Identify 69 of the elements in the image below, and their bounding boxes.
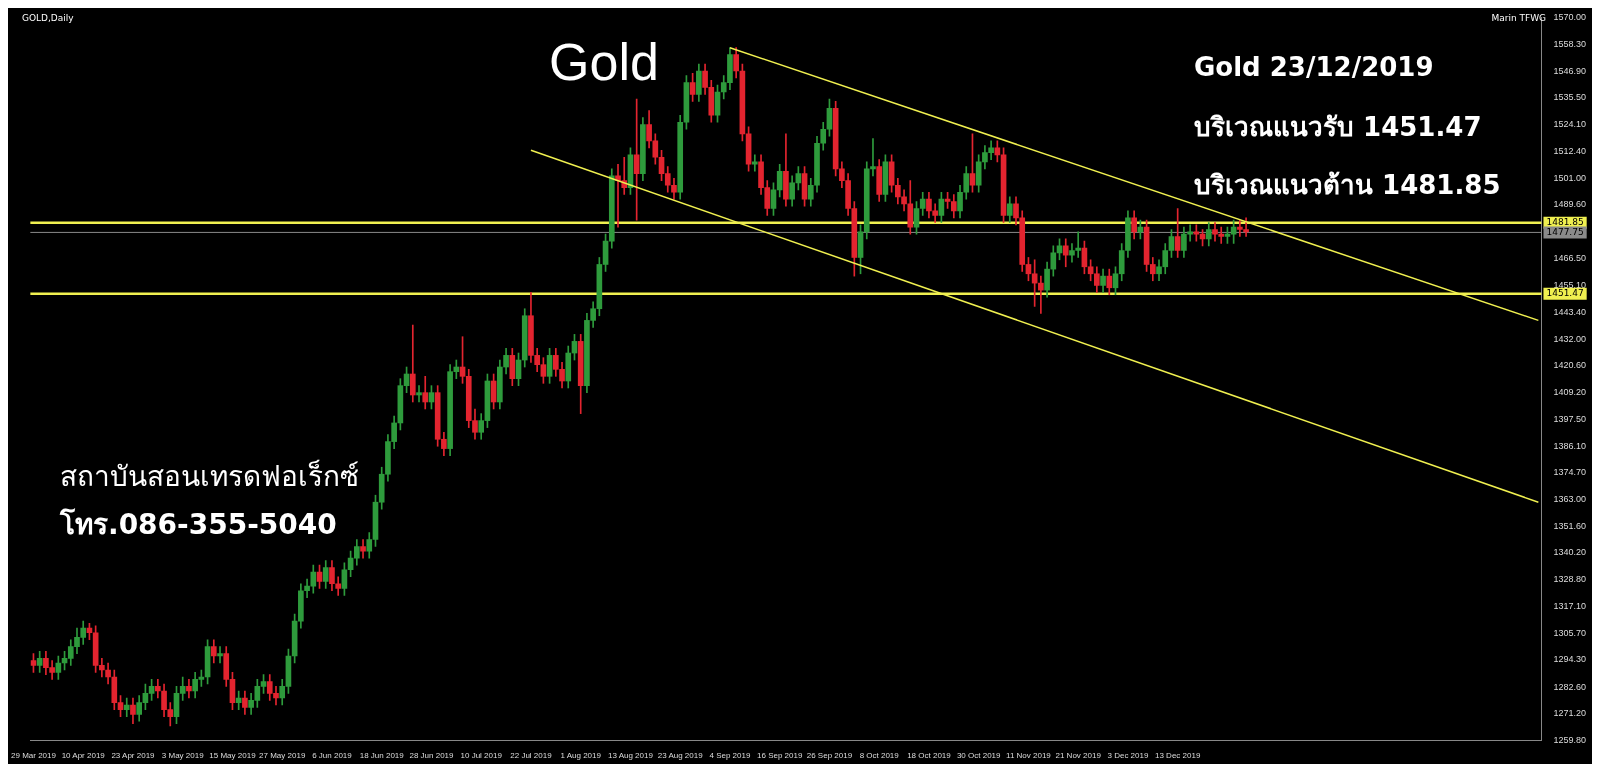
y-tick-label: 1512.40 bbox=[1553, 146, 1587, 157]
annotation: Marin TFWG bbox=[1491, 13, 1547, 23]
x-tick-label: 3 Dec 2019 bbox=[1107, 751, 1149, 761]
y-tick-label: 1386.10 bbox=[1553, 440, 1587, 451]
annotation: Gold 23/12/2019 bbox=[1194, 52, 1434, 82]
y-tick-label: 1340.20 bbox=[1553, 547, 1587, 558]
x-tick-label: 27 May 2019 bbox=[259, 751, 306, 761]
x-tick-label: 6 Jun 2019 bbox=[312, 751, 353, 761]
y-tick-label: 1501.00 bbox=[1553, 172, 1587, 183]
x-tick-label: 4 Sep 2019 bbox=[709, 751, 751, 761]
chart-title: Gold bbox=[549, 33, 659, 91]
y-tick-label: 1294.30 bbox=[1553, 654, 1587, 665]
candlestick bbox=[1038, 275, 1044, 314]
x-tick-label: 23 Aug 2019 bbox=[657, 751, 704, 761]
x-tick-label: 22 Jul 2019 bbox=[510, 751, 553, 761]
y-tick-label: 1489.60 bbox=[1553, 199, 1587, 210]
y-tick-label: 1271.20 bbox=[1553, 708, 1587, 719]
y-tick-label: 1466.50 bbox=[1553, 253, 1587, 264]
x-tick-label: 28 Jun 2019 bbox=[409, 751, 455, 761]
y-tick-label: 1546.90 bbox=[1553, 65, 1587, 76]
x-tick-label: 26 Sep 2019 bbox=[806, 751, 853, 761]
x-tick-label: 8 Oct 2019 bbox=[859, 751, 900, 761]
y-tick-label: 1443.40 bbox=[1553, 306, 1587, 317]
annotation: บริเวณแนวรับ 1451.47 bbox=[1194, 112, 1482, 142]
y-tick-label: 1363.00 bbox=[1553, 494, 1587, 505]
x-tick-label: 1 Aug 2019 bbox=[560, 751, 602, 761]
y-tick-label: 1455.10 bbox=[1553, 279, 1587, 290]
x-tick-label: 18 Jun 2019 bbox=[359, 751, 405, 761]
x-tick-label: 10 Jul 2019 bbox=[460, 751, 503, 761]
x-tick-label: 30 Oct 2019 bbox=[956, 751, 1002, 761]
candlestick bbox=[751, 154, 758, 172]
x-tick-label: 18 Oct 2019 bbox=[907, 751, 952, 761]
y-tick-label: 1259.80 bbox=[1553, 734, 1587, 745]
x-tick-label: 16 Sep 2019 bbox=[757, 751, 803, 761]
annotation: สถาบันสอนเทรดฟอเร็กซ์ bbox=[60, 459, 359, 493]
y-tick-label: 1535.50 bbox=[1553, 92, 1587, 103]
y-tick-label: 1305.70 bbox=[1553, 627, 1587, 638]
x-tick-label: 15 May 2019 bbox=[209, 751, 257, 761]
y-tick-label: 1397.50 bbox=[1553, 413, 1587, 424]
y-tick-label: 1317.10 bbox=[1553, 601, 1587, 612]
x-tick-label: 3 May 2019 bbox=[161, 751, 205, 761]
y-tick-label: 1374.70 bbox=[1553, 467, 1587, 478]
ref-line-label: 1477.75 bbox=[1546, 226, 1584, 237]
annotation: บริเวณแนวต้าน 1481.85 bbox=[1194, 170, 1501, 200]
chart-subtitle: GOLD,Daily bbox=[22, 13, 75, 23]
ref-line-label: 1451.47 bbox=[1546, 288, 1584, 299]
annotation: โทร.086-355-5040 bbox=[59, 507, 337, 541]
x-tick-label: 23 Apr 2019 bbox=[111, 751, 156, 761]
x-tick-label: 29 Mar 2019 bbox=[11, 751, 57, 761]
y-tick-label: 1282.60 bbox=[1553, 681, 1587, 692]
candlestick bbox=[416, 385, 422, 403]
candlestick bbox=[870, 138, 876, 177]
x-tick-label: 21 Nov 2019 bbox=[1055, 751, 1102, 761]
y-tick-label: 1409.20 bbox=[1553, 386, 1587, 397]
y-tick-label: 1524.10 bbox=[1553, 118, 1587, 129]
candlestick bbox=[217, 646, 223, 664]
x-tick-label: 13 Aug 2019 bbox=[607, 751, 654, 761]
y-tick-label: 1432.00 bbox=[1553, 333, 1587, 344]
y-tick-label: 1420.60 bbox=[1553, 360, 1587, 371]
ref-line-label: 1481.85 bbox=[1546, 217, 1584, 228]
x-tick-label: 10 Apr 2019 bbox=[61, 751, 106, 761]
y-tick-label: 1558.30 bbox=[1553, 39, 1587, 50]
candlestick bbox=[1218, 226, 1225, 244]
y-tick-label: 1570.00 bbox=[1553, 11, 1587, 22]
y-tick-label: 1328.80 bbox=[1553, 574, 1587, 585]
x-tick-label: 11 Nov 2019 bbox=[1006, 751, 1052, 761]
x-tick-label: 13 Dec 2019 bbox=[1154, 751, 1201, 761]
y-tick-label: 1351.60 bbox=[1553, 520, 1587, 531]
candlestick bbox=[1187, 224, 1193, 242]
